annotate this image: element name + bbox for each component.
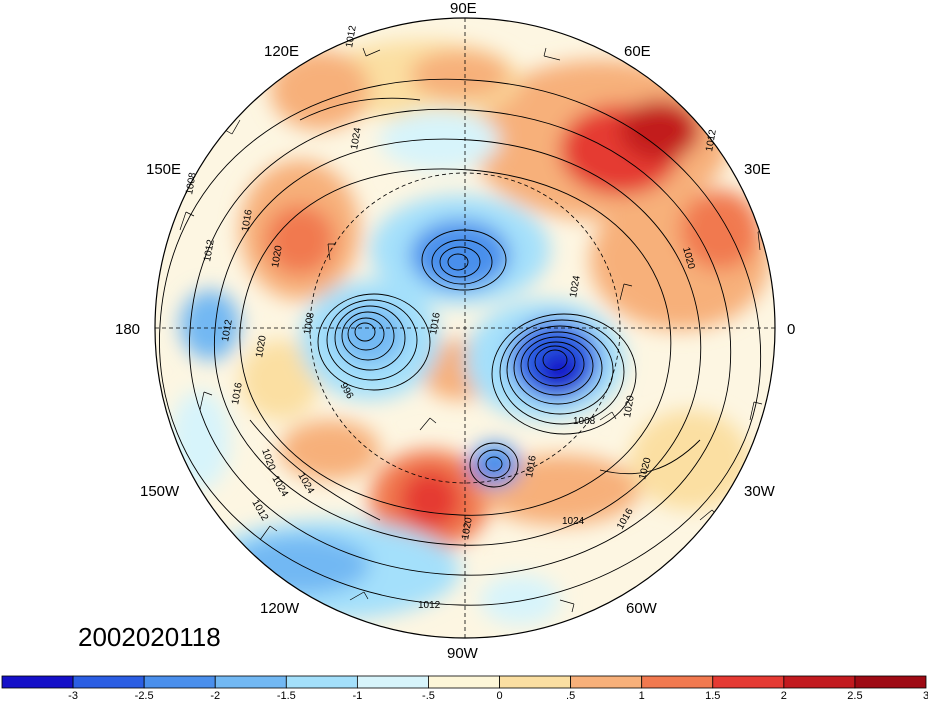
- colorbar-swatch: [356, 675, 429, 689]
- colorbar-tick-label: 2.5: [847, 690, 862, 702]
- contour-label: 1012: [418, 600, 441, 611]
- contour-label: 1008: [184, 171, 199, 195]
- low-center-south: [469, 442, 519, 488]
- colorbar-tick-label: 1: [639, 690, 645, 702]
- lon-label-90w: 90W: [447, 645, 479, 662]
- contour-label: 1016: [230, 381, 245, 405]
- colorbar-swatch: [854, 675, 927, 689]
- colorbar-tick-label: 2: [781, 690, 787, 702]
- lon-label-30w: 30W: [744, 483, 776, 500]
- graticule: [155, 18, 775, 638]
- colorbar-swatch: [143, 675, 216, 689]
- low-center-west: [317, 293, 431, 391]
- colorbar-tick-label: -2.5: [135, 690, 154, 702]
- colorbar: -3 -2.5 -2 -1.5 -1 -.5 0 .5 1 1.5 2 2.5 3: [1, 675, 928, 702]
- timestamp: 2002020118: [78, 622, 221, 652]
- lon-label-60e: 60E: [624, 43, 651, 60]
- contour-label: 1012: [344, 24, 359, 48]
- pressure-contours: [159, 47, 767, 613]
- colorbar-tick-label: -3: [68, 690, 78, 702]
- colorbar-tick-label: -1.5: [277, 690, 296, 702]
- lon-label-60w: 60W: [626, 600, 658, 617]
- contour-label: 1016: [240, 208, 255, 232]
- contour-label: 1020: [622, 394, 637, 418]
- lon-label-120w: 120W: [260, 600, 300, 617]
- colorbar-swatch: [783, 675, 856, 689]
- contour-label: 1024: [562, 516, 585, 527]
- colorbar-tick-label: -2: [210, 690, 220, 702]
- colorbar-swatch: [570, 675, 643, 689]
- contour-label: 1020: [254, 334, 269, 358]
- lon-label-0: 0: [787, 321, 795, 338]
- colorbar-swatch: [428, 675, 500, 689]
- contour-label: 1012: [220, 318, 235, 342]
- contour-label: 1020: [270, 244, 285, 268]
- contour-label: 1012: [704, 128, 719, 152]
- longitude-labels: 90E 120E 60E 150E 30E 180 0 150W 30W 120…: [115, 0, 795, 662]
- contour-label: 1016: [524, 454, 539, 478]
- colorbar-tick-label: 1.5: [705, 690, 720, 702]
- colorbar-tick-label: -1: [352, 690, 362, 702]
- contour-label: 1016: [428, 311, 443, 335]
- lon-label-150e: 150E: [146, 161, 181, 178]
- colorbar-swatch: [72, 675, 145, 689]
- colorbar-tick-label: .5: [566, 690, 575, 702]
- colorbar-tick-label: 3: [923, 690, 928, 702]
- lon-label-120e: 120E: [264, 43, 299, 60]
- large-scale-isobars: [159, 78, 762, 606]
- lon-label-30e: 30E: [744, 161, 771, 178]
- colorbar-tick-label: -.5: [422, 690, 435, 702]
- colorbar-swatch: [641, 675, 714, 689]
- contour-label: 1008: [302, 311, 317, 335]
- colorbar-swatch: [499, 675, 572, 689]
- contour-label: 1020: [460, 516, 475, 540]
- low-center-north: [421, 229, 507, 291]
- contour-label: 1008: [573, 416, 596, 427]
- lon-label-180: 180: [115, 321, 140, 338]
- anomaly-shading: [155, 18, 775, 638]
- colorbar-swatch: [1, 675, 74, 689]
- lon-label-90e: 90E: [450, 0, 477, 17]
- colorbar-tick-label: 0: [496, 690, 502, 702]
- contour-label: 1012: [202, 238, 217, 262]
- contour-label: 1024: [568, 274, 583, 298]
- contour-labels: 1012 1008 1012 1016 1020 1020 1016 1008 …: [184, 24, 719, 611]
- colorbar-swatch: [285, 675, 358, 689]
- lon-label-150w: 150W: [140, 483, 180, 500]
- low-center-east: [491, 313, 637, 435]
- colorbar-swatch: [712, 675, 785, 689]
- colorbar-swatch: [214, 675, 287, 689]
- contour-label: 1024: [349, 126, 364, 150]
